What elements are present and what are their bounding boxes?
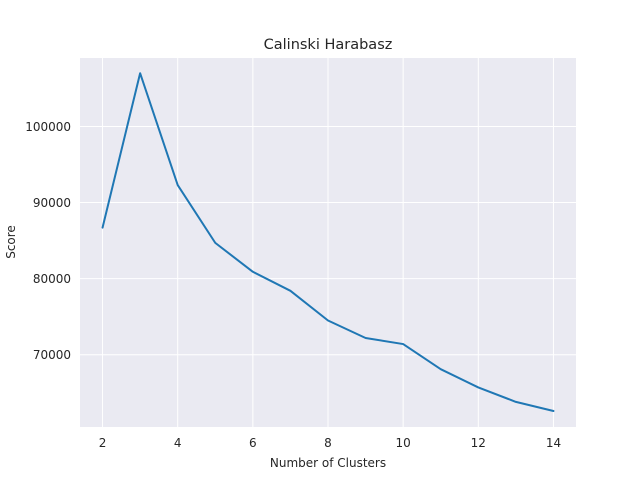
x-tick-label: 8 — [324, 436, 332, 450]
y-tick-label: 70000 — [33, 348, 71, 362]
x-tick-label: 4 — [174, 436, 182, 450]
series-layer — [101, 72, 555, 413]
y-tick-label: 80000 — [33, 272, 71, 286]
y-tick-label: 100000 — [25, 120, 71, 134]
x-tick-label: 12 — [471, 436, 486, 450]
tick-labels: 2 4 6 8 10 12 14 70000 80000 90000 100000 — [25, 120, 561, 450]
x-tick-label: 10 — [396, 436, 411, 450]
x-axis-label: Number of Clusters — [270, 456, 386, 470]
chart-title: Calinski Harabasz — [264, 37, 393, 53]
series-line — [101, 72, 555, 413]
y-tick-label: 90000 — [33, 196, 71, 210]
grid — [80, 58, 576, 427]
x-tick-label: 6 — [249, 436, 257, 450]
x-tick-label: 14 — [546, 436, 561, 450]
x-tick-label: 2 — [99, 436, 107, 450]
y-axis-label: Score — [4, 225, 18, 259]
